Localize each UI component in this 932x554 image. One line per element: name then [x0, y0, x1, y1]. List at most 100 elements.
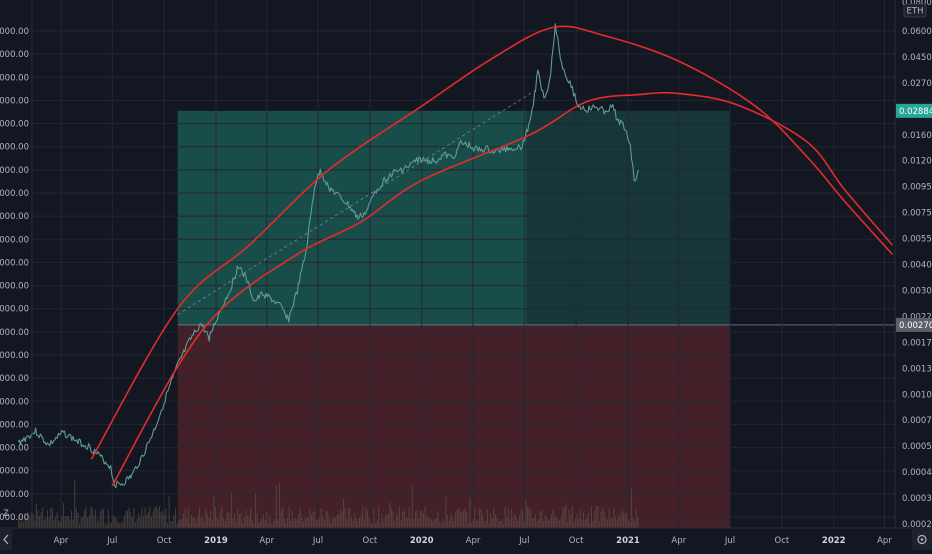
volume-bar	[491, 518, 493, 528]
volume-bar	[613, 507, 615, 528]
volume-bar	[394, 521, 396, 528]
right-axis[interactable]: 0.0600000.0450000.0270000.0210000.016000…	[894, 0, 932, 530]
volume-bar	[376, 520, 378, 528]
arc-curves[interactable]	[90, 25, 894, 487]
x-axis-label: Oct	[775, 536, 790, 546]
volume-bar	[371, 523, 373, 528]
right-axis-label: 0.003000	[902, 286, 932, 296]
left-axis-label: 44000.00	[0, 27, 29, 37]
volume-bar	[234, 513, 236, 528]
volume-bar	[365, 506, 367, 528]
volume-bar	[205, 508, 207, 528]
volume-bar	[46, 510, 49, 528]
volume-bar	[578, 518, 580, 528]
right-axis-label: 0.000550	[902, 442, 932, 452]
trend-line	[177, 88, 539, 315]
volume-bar	[82, 516, 84, 528]
volume-bar	[302, 521, 305, 528]
volume-bar	[589, 523, 591, 528]
volume-bar	[106, 523, 108, 528]
volume-bar	[187, 507, 189, 528]
volume-bar	[546, 516, 548, 528]
x-axis-label: 2022	[822, 536, 846, 546]
volume-bar	[395, 514, 397, 528]
volume-bar	[290, 521, 292, 528]
volume-bar	[336, 515, 338, 528]
volume-bar	[192, 516, 194, 528]
volume-bar	[426, 515, 428, 528]
volume-bar	[141, 507, 143, 528]
volume-bar	[424, 506, 426, 528]
volume-bar	[109, 521, 111, 528]
volume-bar	[283, 518, 285, 528]
volume-bar	[318, 516, 321, 528]
volume-bar	[246, 515, 249, 528]
volume-bar	[390, 508, 393, 528]
volume-bar	[62, 502, 65, 528]
volume-bar	[347, 507, 349, 528]
volume-bar	[19, 521, 21, 528]
volume-bar	[331, 518, 333, 528]
volume-bar	[547, 520, 549, 528]
price-series	[17, 23, 640, 489]
volume-bar	[443, 522, 445, 528]
volume-bar	[526, 506, 529, 528]
volume-bar	[90, 506, 92, 528]
volume-bar	[254, 493, 257, 528]
corner-label: Z	[3, 509, 9, 519]
scroll-left-button	[0, 529, 12, 550]
volume-bar	[286, 517, 289, 528]
volume-bar	[509, 518, 511, 528]
volume-bar	[299, 507, 301, 528]
volume-bar	[144, 507, 146, 528]
left-axis-label: 24000.00	[0, 258, 29, 268]
volume-bar	[381, 513, 383, 528]
volume-bar	[78, 523, 81, 528]
volume-bar	[166, 523, 169, 528]
volume-bar	[494, 514, 497, 528]
x-axis-label: Jul	[312, 536, 323, 546]
volume-bar	[269, 515, 271, 528]
volume-bar	[118, 523, 121, 528]
volume-bar	[149, 506, 151, 528]
volume-bar	[360, 514, 362, 528]
volume-bar	[536, 521, 538, 528]
x-axis-label: Apr	[259, 536, 274, 546]
volume-bar	[334, 518, 337, 528]
volume-bar	[378, 506, 380, 528]
volume-bar	[402, 511, 404, 528]
right-axis-label: 0.005500	[902, 235, 932, 245]
chevron-left-icon	[3, 534, 9, 545]
volume-bar	[434, 519, 436, 528]
left-axis-label: 14000.00	[0, 374, 29, 384]
volume-bar	[406, 518, 409, 528]
volume-bar	[21, 516, 23, 528]
volume-bar	[142, 516, 145, 528]
volume-bar	[110, 523, 113, 528]
volume-bar	[51, 508, 53, 528]
volume-bar	[330, 522, 332, 528]
volume-bar	[451, 515, 453, 528]
volume-bar	[560, 516, 562, 528]
volume-bar	[206, 514, 209, 528]
volume-bar	[120, 522, 122, 528]
volume-bar	[194, 518, 196, 528]
left-axis-label: 34000.00	[0, 143, 29, 153]
volume-bar	[56, 512, 58, 528]
currency-badge[interactable]	[903, 3, 927, 18]
right-axis-label: 0.000220	[902, 520, 932, 530]
volume-bar	[338, 514, 340, 528]
volume-bar	[250, 508, 252, 528]
volume-bar	[259, 521, 261, 528]
volume-bar	[574, 518, 577, 528]
volume-bar	[42, 507, 44, 528]
volume-bar	[506, 516, 508, 528]
left-axis-label: 4000.00	[0, 490, 29, 500]
x-axis-label: 2020	[410, 536, 434, 546]
volume-bar	[251, 519, 253, 528]
volume-bar	[602, 508, 604, 528]
volume-bar	[210, 510, 212, 528]
